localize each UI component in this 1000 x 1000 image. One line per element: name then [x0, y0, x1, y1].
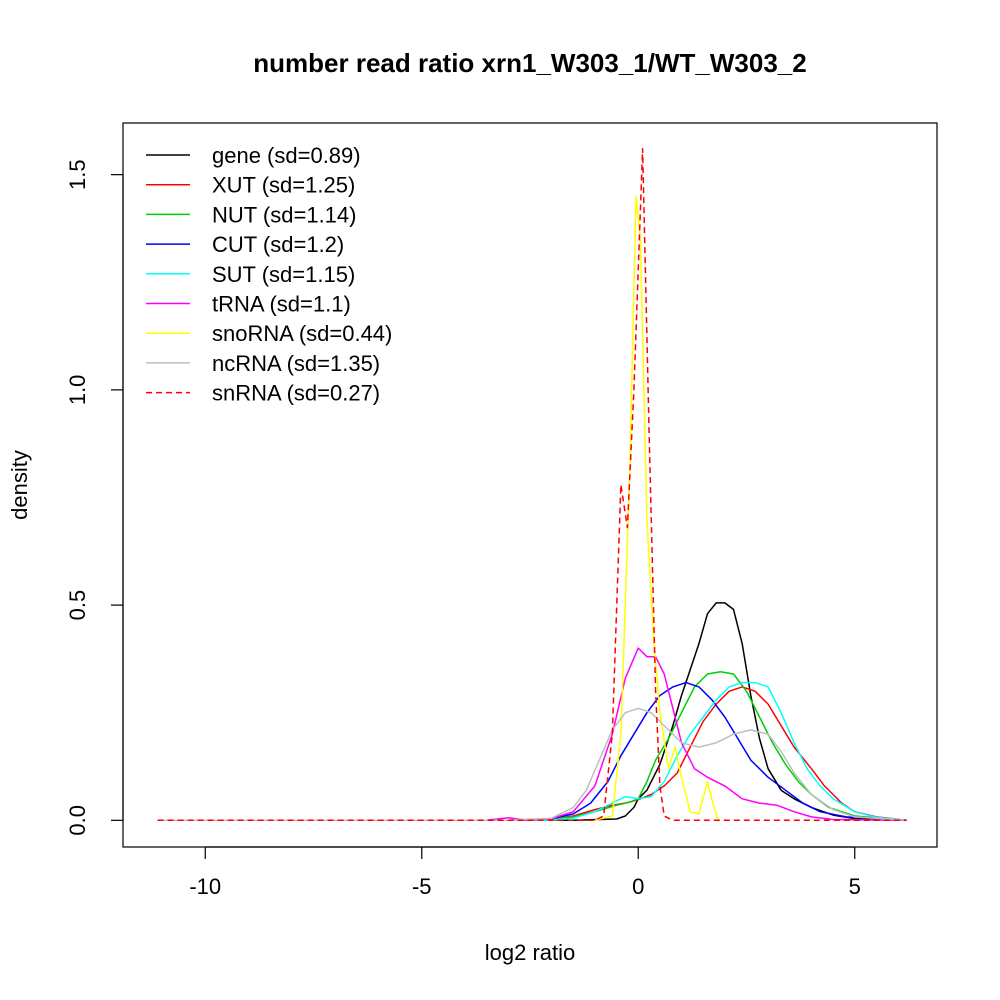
- legend-label: ncRNA (sd=1.35): [212, 351, 380, 376]
- legend-label: NUT (sd=1.14): [212, 202, 356, 227]
- legend-label: snRNA (sd=0.27): [212, 381, 380, 406]
- y-axis: 0.0 0.5 1.0 1.5: [65, 159, 124, 836]
- x-axis: -10 -5 0 5: [189, 846, 861, 899]
- legend-label: tRNA (sd=1.1): [212, 292, 351, 317]
- legend: gene (sd=0.89) XUT (sd=1.25) NUT (sd=1.14)…: [146, 143, 392, 406]
- legend-label: XUT (sd=1.25): [212, 173, 355, 198]
- series-line-3: [157, 681, 907, 822]
- series-line-0: [157, 602, 907, 822]
- series-line-8: [157, 148, 907, 822]
- chart-title: number read ratio xrn1_W303_1/WT_W303_2: [253, 48, 806, 78]
- legend-label: gene (sd=0.89): [212, 143, 361, 168]
- x-tick-label: -5: [412, 874, 432, 899]
- y-tick-label: 0.5: [65, 590, 90, 621]
- series-line-5: [157, 647, 907, 822]
- y-tick-label: 1.0: [65, 375, 90, 406]
- series-layer: [157, 148, 907, 822]
- series-line-1: [157, 686, 907, 822]
- legend-label: snoRNA (sd=0.44): [212, 321, 392, 346]
- x-axis-label: log2 ratio: [485, 940, 576, 965]
- series-line-4: [157, 681, 907, 822]
- series-line-7: [157, 707, 907, 822]
- y-axis-label: density: [7, 450, 32, 520]
- y-tick-label: 1.5: [65, 159, 90, 190]
- x-tick-label: 0: [632, 874, 644, 899]
- legend-label: SUT (sd=1.15): [212, 262, 355, 287]
- legend-label: CUT (sd=1.2): [212, 232, 344, 257]
- x-tick-label: -10: [189, 874, 221, 899]
- y-tick-label: 0.0: [65, 805, 90, 836]
- x-tick-label: 5: [849, 874, 861, 899]
- series-line-6: [594, 195, 720, 822]
